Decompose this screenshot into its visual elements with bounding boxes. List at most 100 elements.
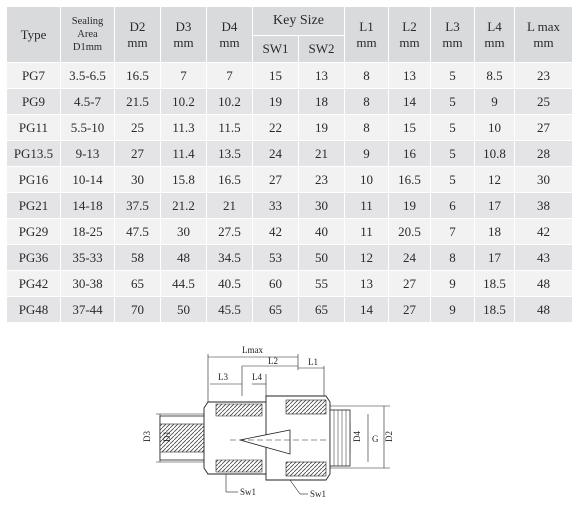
cell-l1: 11	[344, 192, 389, 219]
cell-d4: 40.5	[206, 270, 253, 297]
cell-l2: 19	[388, 192, 431, 219]
header-type: Type	[6, 6, 61, 63]
cell-l3: 5	[430, 62, 475, 89]
table-row: PG48 37-44 70 50 45.5 65 65 14 27 9 18.5 48	[6, 296, 573, 323]
table-row: PG36 35-33 58 48 34.5 53 50 12 24 8 17 43	[6, 244, 573, 271]
sw1-leaders	[225, 474, 308, 495]
cell-d3: 11.4	[160, 140, 207, 167]
cell-lmax: 23	[514, 62, 573, 89]
table-header: Type Sealing Area D1mm D2 mm D3 mm D4 mm…	[6, 6, 573, 63]
cell-sw1: 33	[252, 192, 299, 219]
table-row: PG29 18-25 47.5 30 27.5 42 40 11 20.5 7 18 42	[6, 218, 573, 245]
cell-lmax: 48	[514, 270, 573, 297]
header-sw2: SW2	[298, 35, 345, 63]
cell-d4: 27.5	[206, 218, 253, 245]
clamp-claw	[239, 429, 291, 455]
header-l4: L4 mm	[474, 6, 515, 63]
cell-l1: 11	[344, 218, 389, 245]
cell-d2: 65	[114, 270, 161, 297]
cell-d2: 16.5	[114, 62, 161, 89]
cell-sw2: 18	[298, 88, 345, 115]
cell-d2: 47.5	[114, 218, 161, 245]
header-d2: D2 mm	[114, 6, 161, 63]
cell-d3: 30	[160, 218, 207, 245]
cell-sw2: 13	[298, 62, 345, 89]
cell-sw1: 22	[252, 114, 299, 141]
cell-d3: 7	[160, 62, 207, 89]
cell-l4: 17	[474, 244, 515, 271]
header-d4: D4 mm	[206, 6, 253, 63]
cell-sw1: 15	[252, 62, 299, 89]
cell-sw2: 30	[298, 192, 345, 219]
label-sw1-left: Sw1	[240, 487, 256, 497]
cell-sw2: 50	[298, 244, 345, 271]
cell-lmax: 28	[514, 140, 573, 167]
table-row: PG13.5 9-13 27 11.4 13.5 24 21 9 16 5 10.8 28	[6, 140, 573, 167]
label-l2: L2	[268, 356, 278, 366]
label-sw1-right: Sw1	[310, 489, 326, 499]
cell-d2: 58	[114, 244, 161, 271]
cell-sealing-area: 9-13	[60, 140, 115, 167]
header-sw1: SW1	[252, 35, 299, 63]
cell-type: PG9	[6, 88, 61, 115]
spec-table: Type Sealing Area D1mm D2 mm D3 mm D4 mm…	[6, 6, 573, 323]
cell-l2: 13	[388, 62, 431, 89]
cell-l4: 17	[474, 192, 515, 219]
cell-l1: 8	[344, 88, 389, 115]
table-row: PG42 30-38 65 44.5 40.5 60 55 13 27 9 18.5 48	[6, 270, 573, 297]
cell-lmax: 48	[514, 296, 573, 323]
cell-l2: 16	[388, 140, 431, 167]
label-d2: D2	[384, 431, 394, 442]
cell-sw1: 60	[252, 270, 299, 297]
cell-d4: 45.5	[206, 296, 253, 323]
cell-l4: 12	[474, 166, 515, 193]
label-l1: L1	[308, 357, 318, 367]
cell-d2: 70	[114, 296, 161, 323]
cell-l4: 18.5	[474, 296, 515, 323]
cell-type: PG29	[6, 218, 61, 245]
cell-l1: 9	[344, 140, 389, 167]
thread	[329, 409, 351, 467]
cell-sw2: 55	[298, 270, 345, 297]
cell-l4: 9	[474, 88, 515, 115]
table-body: PG7 3.5-6.5 16.5 7 7 15 13 8 13 5 8.5 23 PG9 4.5-7 21.…	[6, 62, 573, 323]
header-key-size: Key Size	[252, 6, 345, 36]
cell-l2: 16.5	[388, 166, 431, 193]
gland-body	[265, 395, 331, 481]
cell-d3: 10.2	[160, 88, 207, 115]
cell-lmax: 42	[514, 218, 573, 245]
cell-d2: 25	[114, 114, 161, 141]
cell-lmax: 27	[514, 114, 573, 141]
cell-l4: 10	[474, 114, 515, 141]
cable-gland-diagram: Lmax L1 L2 L3 L4 D3 D1 D4 G D2 Sw1 Sw1	[142, 345, 394, 499]
cell-d2: 37.5	[114, 192, 161, 219]
cell-sw2: 19	[298, 114, 345, 141]
cell-l2: 14	[388, 88, 431, 115]
header-l3: L3 mm	[430, 6, 475, 63]
cell-type: PG7	[6, 62, 61, 89]
header-d3: D3 mm	[160, 6, 207, 63]
cell-type: PG48	[6, 296, 61, 323]
cell-type: PG42	[6, 270, 61, 297]
header-l2: L2 mm	[388, 6, 431, 63]
cell-l4: 8.5	[474, 62, 515, 89]
cell-l4: 18	[474, 218, 515, 245]
cell-sw1: 53	[252, 244, 299, 271]
cell-l1: 14	[344, 296, 389, 323]
header-sealing-area: Sealing Area D1mm	[60, 6, 115, 63]
cell-sw2: 23	[298, 166, 345, 193]
cell-sw2: 21	[298, 140, 345, 167]
cell-sealing-area: 14-18	[60, 192, 115, 219]
table-row: PG21 14-18 37.5 21.2 21 33 30 11 19 6 17 38	[6, 192, 573, 219]
label-d1: D1	[162, 431, 172, 442]
table-row: PG9 4.5-7 21.5 10.2 10.2 19 18 8 14 5 9 25	[6, 88, 573, 115]
cell-l2: 27	[388, 270, 431, 297]
cell-lmax: 25	[514, 88, 573, 115]
cell-d3: 15.8	[160, 166, 207, 193]
cell-l1: 8	[344, 62, 389, 89]
cell-d2: 21.5	[114, 88, 161, 115]
cell-d3: 21.2	[160, 192, 207, 219]
cell-d4: 11.5	[206, 114, 253, 141]
cell-l2: 15	[388, 114, 431, 141]
cell-type: PG36	[6, 244, 61, 271]
